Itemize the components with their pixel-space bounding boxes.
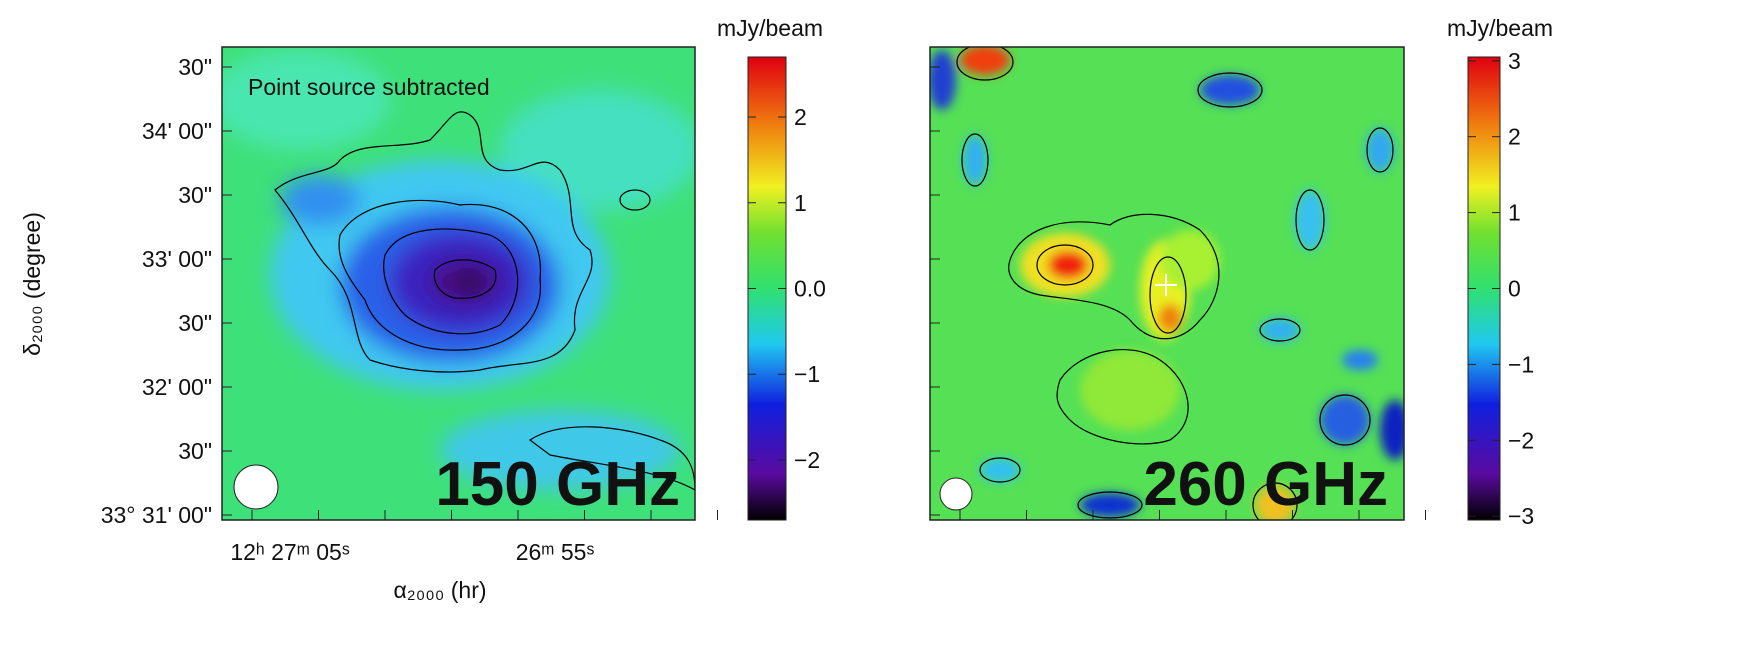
frame (929, 46, 1405, 521)
x-tick-label: 26ᵐ 55ˢ (516, 539, 595, 565)
y-tick-label: 30" (178, 182, 212, 208)
y-tick-label: 30" (178, 310, 212, 336)
y-tick-label: 33' 00" (142, 246, 212, 272)
frequency-label: 150 GHz (435, 450, 680, 519)
colorbar-tick-label: −1 (1508, 351, 1534, 377)
y-tick-label: 33° 31' 00" (101, 502, 212, 528)
frequency-label: 260 GHz (1143, 450, 1388, 519)
y-axis-label: δ₂₀₀₀ (degree) (19, 212, 45, 356)
colorbar-unit: mJy/beam (1447, 15, 1553, 41)
position-marker (1155, 274, 1177, 296)
colorbar-unit: mJy/beam (717, 15, 823, 41)
x-axis-label: α₂₀₀₀ (hr) (393, 577, 486, 603)
annotation: Point source subtracted (248, 74, 490, 100)
y-tick-label: 30" (178, 438, 212, 464)
colorbar-tick-label: −2 (794, 447, 820, 473)
frame (221, 46, 696, 521)
y-tick-label: 34' 00" (142, 118, 212, 144)
colorbar-tick-label: 2 (1508, 124, 1521, 150)
map-150 (222, 47, 695, 520)
colorbar-tick-label: 1 (1508, 200, 1521, 226)
colorbar-tick-label: −2 (1508, 427, 1534, 453)
y-tick-label: 32' 00" (142, 374, 212, 400)
colorbar-tick-label: 0 (1508, 276, 1521, 302)
colorbar-tick-label: −3 (1508, 503, 1534, 529)
y-tick-label: 30" (178, 54, 212, 80)
beam (939, 477, 973, 511)
colorbar-tick-label: 1 (794, 190, 807, 216)
colorbar-tick-label: 0.0 (794, 276, 826, 302)
colorbar-tick-label: 3 (1508, 48, 1521, 74)
colorbar-tick-label: 2 (794, 104, 807, 130)
x-tick-label: 12ʰ 27ᵐ 05ˢ (230, 539, 350, 565)
beam (233, 464, 279, 510)
colorbar-tick-label: −1 (794, 361, 820, 387)
